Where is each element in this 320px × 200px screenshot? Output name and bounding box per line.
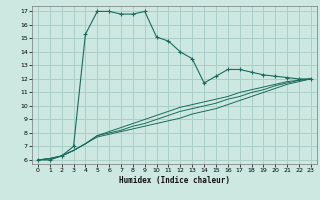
X-axis label: Humidex (Indice chaleur): Humidex (Indice chaleur) xyxy=(119,176,230,185)
